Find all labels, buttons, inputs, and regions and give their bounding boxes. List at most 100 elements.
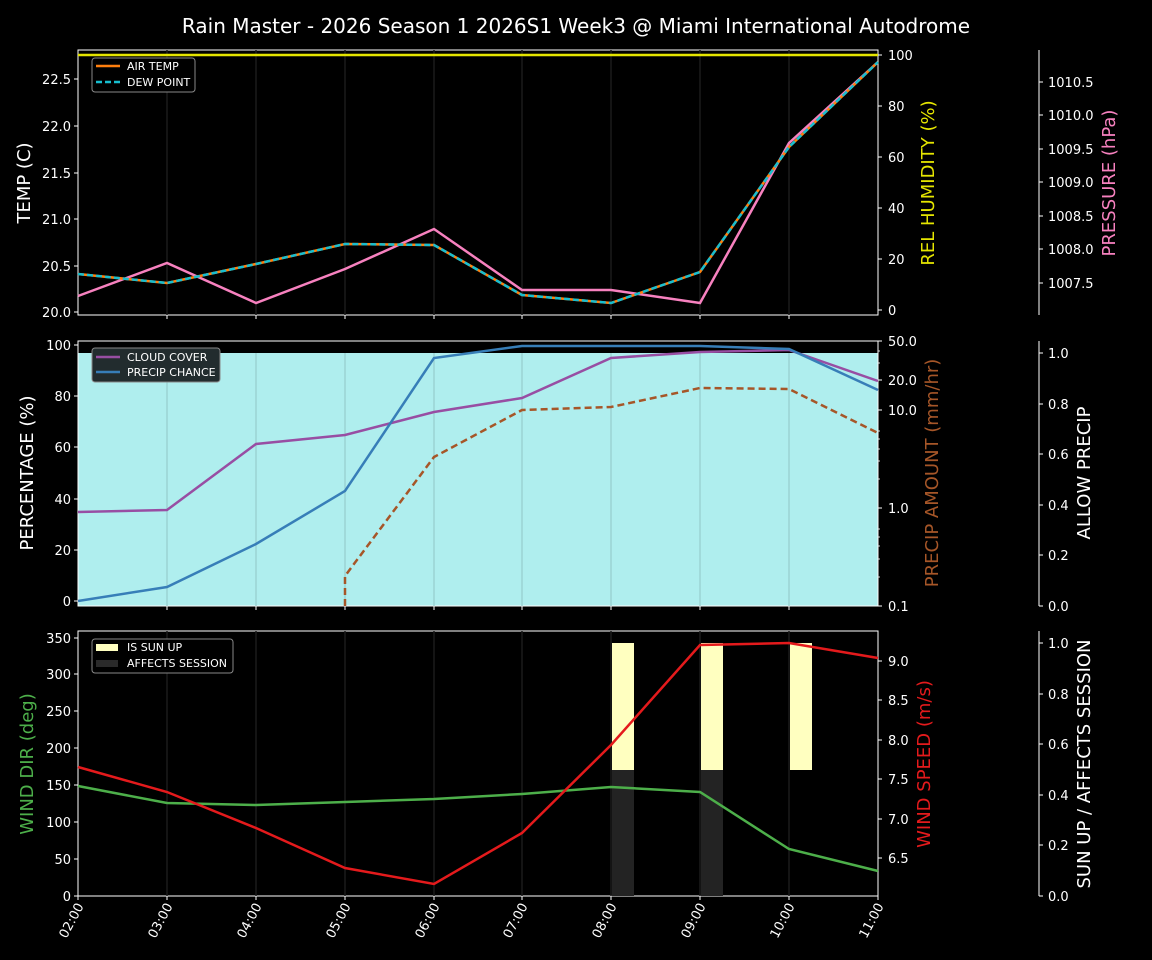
x-tick: 05:00 — [324, 901, 355, 941]
allow-precip-fill — [78, 353, 878, 606]
legend-item-affects-session: AFFECTS SESSION — [127, 657, 227, 670]
percentage-axis: 0 20 40 60 80 100 PERCENTAGE (%) — [17, 339, 78, 610]
tick: 21.0 — [42, 213, 71, 228]
tick: 20.5 — [42, 260, 71, 275]
tick: 20.0 — [888, 374, 917, 389]
legend-precipitation: CLOUD COVER PRECIP CHANCE — [91, 347, 221, 383]
tick: 100 — [888, 49, 913, 64]
tick: 22.5 — [42, 73, 71, 88]
tick: 150 — [46, 779, 71, 794]
wind-dir-axis: 0 50 100 150 200 250 300 350 WIND DIR (d… — [17, 632, 78, 905]
legend-item-precip-chance: PRECIP CHANCE — [127, 366, 216, 379]
wind-speed-axis-label: WIND SPEED (m/s) — [914, 680, 935, 848]
affects-session-bars — [612, 770, 723, 896]
percentage-axis-label: PERCENTAGE (%) — [17, 395, 38, 550]
legend-item-sun-up: IS SUN UP — [127, 641, 183, 654]
tick: 80 — [888, 100, 905, 115]
tick: 350 — [46, 632, 71, 647]
tick: 22.0 — [42, 120, 71, 135]
x-tick: 10:00 — [768, 901, 799, 941]
tick: 1010.0 — [1048, 109, 1094, 124]
tick: 40 — [888, 202, 905, 217]
pressure-line — [77, 61, 879, 305]
tick: 0.1 — [888, 600, 909, 615]
tick: 50.0 — [888, 335, 917, 350]
tick: 0.4 — [1048, 499, 1069, 514]
temp-axis: 20.0 20.5 21.0 21.5 22.0 22.5 TEMP (C) — [14, 73, 78, 321]
tick: 250 — [46, 705, 71, 720]
tick: 0.4 — [1048, 789, 1069, 804]
wind-speed-axis: 6.5 7.0 7.5 8.0 8.5 9.0 WIND SPEED (m/s) — [878, 655, 935, 867]
tick: 1010.5 — [1048, 76, 1094, 91]
tick: 6.5 — [888, 852, 909, 867]
pressure-axis: 1007.5 1008.0 1008.5 1009.0 1009.5 1010.… — [1038, 50, 1120, 315]
tick: 50 — [54, 853, 71, 868]
wind-speed-line — [77, 641, 879, 886]
legend-wind: IS SUN UP AFFECTS SESSION — [91, 638, 234, 674]
tick: 7.0 — [888, 813, 909, 828]
panel-wind: 0 50 100 150 200 250 300 350 WIND DIR (d… — [17, 630, 1095, 941]
allow-precip-axis: 0.0 0.2 0.4 0.6 0.8 1.0 ALLOW PRECIP — [1038, 341, 1095, 615]
grid-lines — [166, 353, 790, 606]
tick: 60 — [888, 151, 905, 166]
tick: 8.0 — [888, 734, 909, 749]
tick: 1008.5 — [1048, 210, 1094, 225]
tick: 0.2 — [1048, 549, 1069, 564]
tick: 20.0 — [42, 306, 71, 321]
x-tick: 11:00 — [857, 901, 888, 941]
sun-up-axis-label: SUN UP / AFFECTS SESSION — [1074, 639, 1095, 888]
legend-item-dew-point: DEW POINT — [127, 76, 191, 89]
tick: 0.6 — [1048, 738, 1069, 753]
legend-temperature: AIR TEMP DEW POINT — [91, 57, 196, 93]
legend-item-air-temp: AIR TEMP — [127, 60, 179, 73]
precip-chance-line — [77, 344, 879, 603]
tick: 21.5 — [42, 167, 71, 182]
x-tick: 07:00 — [501, 901, 532, 941]
tick: 0 — [63, 595, 71, 610]
precip-amount-axis: 0.1 1.0 10.0 20.0 50.0 PRECIP AMOUNT (mm… — [878, 335, 943, 615]
precip-amount-line — [343, 386, 879, 606]
dew-point-line — [77, 61, 879, 305]
tick: 80 — [54, 390, 71, 405]
tick: 0.8 — [1048, 688, 1069, 703]
tick: 300 — [46, 668, 71, 683]
tick: 1009.5 — [1048, 143, 1094, 158]
tick: 8.5 — [888, 694, 909, 709]
tick: 7.5 — [888, 773, 909, 788]
tick: 0.6 — [1048, 448, 1069, 463]
tick: 40 — [54, 493, 71, 508]
temp-axis-label: TEMP (C) — [14, 142, 35, 224]
tick: 1.0 — [1048, 347, 1069, 362]
panel-temperature: 20.0 20.5 21.0 21.5 22.0 22.5 TEMP (C) 0… — [14, 49, 1120, 321]
allow-precip-axis-label: ALLOW PRECIP — [1074, 406, 1095, 539]
sun-up-axis: 0.0 0.2 0.4 0.6 0.8 1.0 SUN UP / AFFECTS… — [1038, 631, 1095, 905]
tick: 1007.5 — [1048, 277, 1094, 292]
x-tick: 06:00 — [413, 901, 444, 941]
x-tick: 08:00 — [590, 901, 621, 941]
tick: 60 — [54, 441, 71, 456]
humidity-axis-label: REL HUMIDITY (%) — [918, 100, 939, 265]
tick: 0.0 — [1048, 890, 1069, 905]
tick: 1.0 — [888, 502, 909, 517]
wind-dir-axis-label: WIND DIR (deg) — [17, 693, 38, 835]
pressure-axis-label: PRESSURE (hPa) — [1099, 110, 1120, 257]
humidity-axis: 0 20 40 60 80 100 REL HUMIDITY (%) — [878, 49, 939, 319]
tick: 0.0 — [1048, 600, 1069, 615]
tick: 100 — [46, 339, 71, 354]
tick: 1.0 — [1048, 637, 1069, 652]
tick: 20 — [888, 253, 905, 268]
chart-title: Rain Master - 2026 Season 1 2026S1 Week3… — [181, 14, 971, 38]
tick: 0.8 — [1048, 398, 1069, 413]
grid-lines — [166, 50, 790, 315]
legend-item-cloud-cover: CLOUD COVER — [127, 351, 208, 364]
shared-x-ticks — [166, 315, 790, 610]
time-axis: 02:00 03:00 04:00 05:00 06:00 07:00 08:0… — [57, 896, 888, 941]
tick: 0 — [63, 890, 71, 905]
x-tick: 02:00 — [57, 901, 88, 941]
x-tick: 03:00 — [146, 901, 177, 941]
panel-precipitation: 0 20 40 60 80 100 PERCENTAGE (%) 0.1 1.0… — [17, 335, 1095, 615]
x-tick: 04:00 — [235, 901, 266, 941]
tick: 100 — [46, 816, 71, 831]
tick: 0.2 — [1048, 839, 1069, 854]
